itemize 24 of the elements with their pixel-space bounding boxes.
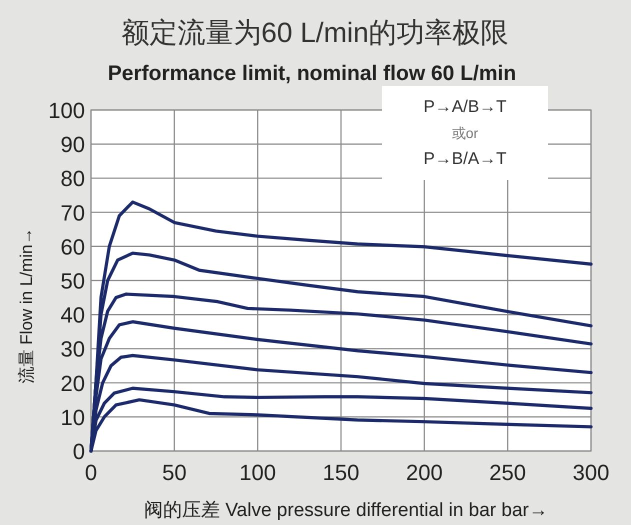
x-tick-label: 100 <box>239 460 276 485</box>
x-tick-label: 250 <box>489 460 526 485</box>
chart-title: 额定流量为60 L/min的功率极限 <box>121 17 509 48</box>
y-tick-label: 100 <box>48 98 85 123</box>
y-tick-label: 80 <box>60 166 85 192</box>
y-tick-label: 70 <box>60 200 85 226</box>
y-tick-label: 50 <box>60 268 85 294</box>
y-tick-label: 60 <box>60 234 85 260</box>
x-tick-label: 300 <box>572 460 610 485</box>
y-tick-label: 0 <box>72 439 85 464</box>
annotation: P→B/A→T <box>423 149 507 168</box>
y-tick-label: 90 <box>60 132 85 158</box>
x-tick-label: 200 <box>406 460 443 485</box>
y-tick-label: 20 <box>60 370 85 396</box>
annotation: 或or <box>452 125 479 141</box>
y-tick-label: 10 <box>60 404 85 430</box>
x-tick-label: 150 <box>322 460 360 485</box>
x-tick-label: 50 <box>162 460 187 485</box>
y-tick-label: 40 <box>60 302 85 328</box>
y-tick-label: 30 <box>60 336 85 362</box>
y-axis-title: 流量 Flow in L/min→ <box>17 228 36 384</box>
annotation: P→A/B→T <box>423 97 507 116</box>
x-axis-title: 阀的压差 Valve pressure differential in bar bar→ <box>144 500 548 521</box>
chart-subtitle: Performance limit, nominal flow 60 L/min <box>108 62 516 85</box>
